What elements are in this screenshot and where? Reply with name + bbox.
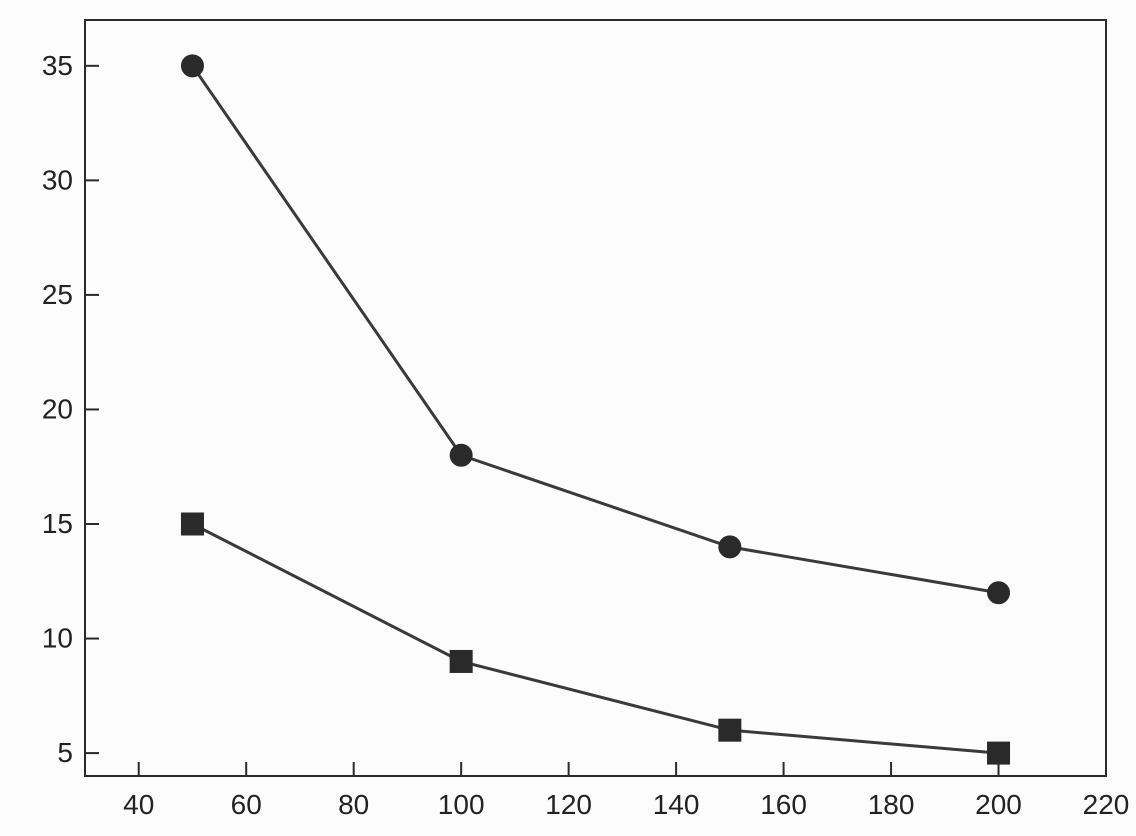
series-circle-marker (719, 536, 741, 558)
x-tick-label: 220 (1083, 789, 1130, 820)
x-tick-label: 200 (975, 789, 1022, 820)
chart-container: 40 60 80 100 120 140 160 180 200 220 5 10 15 20 25 30 35 (0, 0, 1136, 836)
x-tick-label: 60 (231, 789, 262, 820)
y-tick-label: 35 (42, 50, 73, 81)
x-tick-label: 100 (438, 789, 485, 820)
y-tick-label: 30 (42, 164, 73, 195)
y-tick-label: 20 (42, 393, 73, 424)
series-circle-marker (988, 582, 1010, 604)
y-tick-label: 5 (57, 737, 73, 768)
y-tick-label: 10 (42, 623, 73, 654)
x-tick-label: 160 (760, 789, 807, 820)
x-tick-label: 120 (545, 789, 592, 820)
series-circle-marker (181, 55, 203, 77)
x-tick-label: 80 (338, 789, 369, 820)
series-circle-marker (450, 444, 472, 466)
series-square-marker (450, 650, 472, 672)
series-square-marker (719, 719, 741, 741)
y-tick-label: 15 (42, 508, 73, 539)
series-square-marker (988, 742, 1010, 764)
line-chart: 40 60 80 100 120 140 160 180 200 220 5 10 15 20 25 30 35 (0, 0, 1136, 836)
x-tick-label: 40 (123, 789, 154, 820)
series-square-marker (181, 513, 203, 535)
x-tick-label: 180 (868, 789, 915, 820)
x-tick-label: 140 (653, 789, 700, 820)
y-tick-label: 25 (42, 279, 73, 310)
